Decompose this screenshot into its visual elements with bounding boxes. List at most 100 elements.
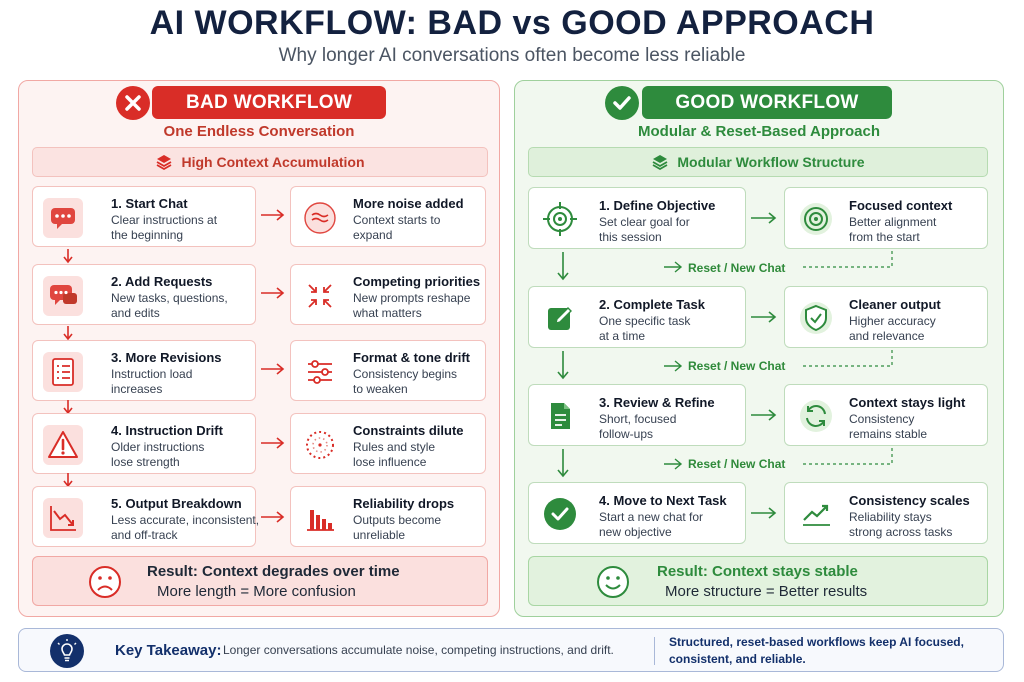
bad-step-card: 3. More Revisions Instruction load increa… [32, 340, 256, 401]
takeaway-text-left: Longer conversations accumulate noise, c… [223, 643, 614, 657]
down-arrow-icon [556, 350, 570, 385]
effect-description: Better alignment from the start [849, 215, 937, 244]
smile-face-icon [595, 564, 631, 605]
good-effect-card: Context stays light Consistency remains s… [784, 384, 988, 446]
effect-title: Reliability drops [353, 496, 455, 511]
step-title: 3. More Revisions [111, 350, 222, 365]
document-icon [541, 397, 579, 440]
step-title: 1. Start Chat [111, 196, 188, 211]
sliders-icon [303, 355, 337, 394]
right-arrow-icon [750, 506, 778, 524]
x-circle-icon [116, 86, 150, 120]
step-description: Short, focused follow-ups [599, 412, 677, 441]
takeaway-label: Key Takeaway: [115, 642, 222, 659]
good-workflow-badge: GOOD WORKFLOW [642, 86, 892, 119]
effect-description: Higher accuracy and relevance [849, 314, 936, 343]
effect-description: Context starts to expand [353, 213, 441, 242]
step-description: One specific task at a time [599, 314, 691, 343]
effect-title: Consistency scales [849, 493, 970, 508]
good-result-title: Result: Context stays stable [657, 563, 858, 580]
bad-effect-card: Competing priorities New prompts reshape… [290, 264, 486, 325]
reset-label: Reset / New Chat [688, 261, 786, 275]
step-title: 5. Output Breakdown [111, 496, 242, 511]
right-arrow-icon [260, 436, 286, 454]
effect-title: Context stays light [849, 395, 966, 410]
down-arrow-icon [556, 251, 570, 286]
step-title: 2. Complete Task [599, 297, 705, 312]
step-description: Instruction load increases [111, 367, 193, 396]
right-arrow-icon [260, 286, 286, 304]
good-step-card: 4. Move to Next Task Start a new chat fo… [528, 482, 746, 544]
check-circle-icon [541, 495, 579, 538]
step-description: Less accurate, inconsistent, and off-trac… [111, 513, 260, 542]
good-effect-card: Cleaner output Higher accuracy and releva… [784, 286, 988, 348]
bad-effect-card: Format & tone drift Consistency begins to… [290, 340, 486, 401]
bad-result-title: Result: Context degrades over time [147, 563, 400, 580]
bad-result-box: Result: Context degrades over time More … [32, 556, 488, 606]
reset-label: Reset / New Chat [688, 359, 786, 373]
takeaway-text-right: Structured, reset-based workflows keep A… [669, 635, 964, 666]
layers-icon [652, 155, 668, 171]
right-arrow-icon [260, 208, 286, 226]
target-icon [797, 200, 835, 243]
good-effect-card: Focused context Better alignment from the… [784, 187, 988, 249]
lightbulb-icon [49, 633, 85, 674]
good-step-card: 1. Define Objective Set clear goal for th… [528, 187, 746, 249]
page-title: AI WORKFLOW: BAD vs GOOD APPROACH [149, 4, 875, 42]
effect-description: Consistency remains stable [849, 412, 928, 441]
step-description: New tasks, questions, and edits [111, 291, 228, 320]
effect-description: Reliability stays strong across tasks [849, 510, 953, 539]
effect-title: Competing priorities [353, 274, 481, 289]
warning-icon [43, 425, 83, 465]
downtrend-chart-icon [43, 498, 83, 538]
good-workflow-subtitle: Modular & Reset-Based Approach [638, 123, 880, 140]
step-title: 1. Define Objective [599, 198, 716, 213]
layers-icon [157, 155, 172, 171]
right-arrow-icon [750, 408, 778, 426]
reset-connector [660, 448, 900, 475]
crosshair-target-icon [541, 200, 579, 243]
effect-title: Focused context [849, 198, 953, 213]
bad-step-card: 5. Output Breakdown Less accurate, incon… [32, 486, 260, 547]
bad-effect-card: Constraints dilute Rules and style lose i… [290, 413, 486, 474]
list-document-icon [43, 352, 83, 392]
effect-title: Format & tone drift [353, 350, 470, 365]
uptrend-icon [797, 495, 835, 538]
bad-step-card: 1. Start Chat Clear instructions at the b… [32, 186, 256, 247]
shield-check-icon [797, 299, 835, 342]
right-arrow-icon [260, 510, 286, 528]
effect-description: Outputs become unreliable [353, 513, 442, 542]
step-description: Clear instructions at the beginning [111, 213, 218, 242]
good-structure-band: Modular Workflow Structure [528, 147, 988, 177]
bad-workflow-badge: BAD WORKFLOW [152, 86, 386, 119]
bad-effect-card: More noise added Context starts to expand [290, 186, 486, 247]
effect-title: More noise added [353, 196, 464, 211]
bad-context-band: High Context Accumulation [32, 147, 488, 177]
down-arrow-icon [62, 248, 74, 269]
refresh-icon [797, 397, 835, 440]
band-label: Modular Workflow Structure [677, 154, 865, 170]
right-arrow-icon [750, 310, 778, 328]
noise-waves-icon [303, 201, 337, 240]
bad-step-card: 4. Instruction Drift Older instructions l… [32, 413, 256, 474]
right-arrow-icon [260, 362, 286, 380]
key-takeaway-bar: Key Takeaway: Longer conversations accum… [18, 628, 1004, 672]
effect-description: New prompts reshape what matters [353, 291, 471, 320]
step-title: 4. Instruction Drift [111, 423, 223, 438]
check-circle-icon [605, 86, 639, 120]
bad-workflow-subtitle: One Endless Conversation [163, 123, 355, 140]
step-title: 4. Move to Next Task [599, 493, 727, 508]
chat-bubbles-icon [43, 276, 83, 316]
bad-step-card: 2. Add Requests New tasks, questions, and… [32, 264, 256, 325]
bar-chart-icon [303, 501, 337, 540]
reset-label: Reset / New Chat [688, 457, 786, 471]
right-arrow-icon [750, 211, 778, 229]
step-title: 2. Add Requests [111, 274, 213, 289]
down-arrow-icon [62, 325, 74, 346]
step-description: Older instructions lose strength [111, 440, 205, 469]
chat-bubble-icon [43, 198, 83, 238]
sad-face-icon [87, 564, 123, 605]
step-title: 3. Review & Refine [599, 395, 715, 410]
dotted-circle-icon [303, 428, 337, 467]
bad-effect-card: Reliability drops Outputs become unreliab… [290, 486, 486, 547]
